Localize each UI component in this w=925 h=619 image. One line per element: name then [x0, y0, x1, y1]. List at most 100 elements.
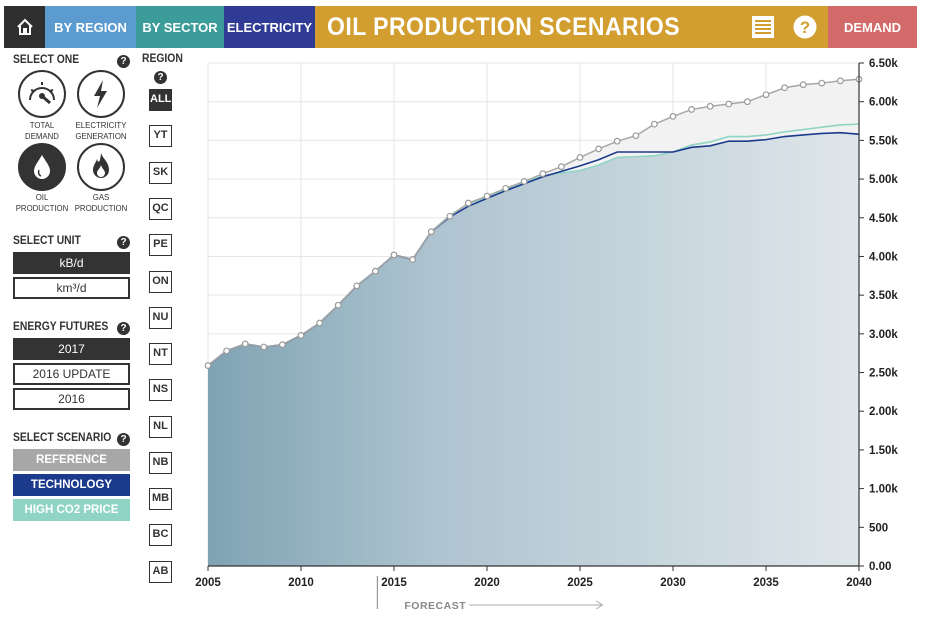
electricity-generation-label: ELECTRICITY GENERATION: [75, 120, 127, 141]
reference-point-2019[interactable]: [465, 199, 472, 207]
reference-point-2014[interactable]: [372, 267, 379, 275]
scenario-high-co2-button[interactable]: HIGH CO2 PRICE: [13, 499, 130, 521]
list-icon[interactable]: [752, 16, 774, 38]
futures-2016-update-button[interactable]: 2016 UPDATE: [13, 363, 130, 385]
reference-point-2029[interactable]: [651, 120, 658, 128]
reference-point-2036[interactable]: [781, 84, 788, 92]
reference-point-2011[interactable]: [316, 319, 324, 327]
y-tick-label: 3.50k: [869, 290, 898, 302]
region-nb-button[interactable]: NB: [149, 452, 172, 474]
electricity-generation-button[interactable]: [77, 70, 125, 118]
by-sector-button[interactable]: BY SECTOR: [136, 6, 224, 48]
total-demand-label: TOTAL DEMAND: [25, 120, 59, 141]
select-one-label: SELECT ONE: [13, 54, 80, 66]
reference-point-2026[interactable]: [595, 145, 602, 153]
select-one-help-icon[interactable]: ?: [117, 55, 130, 68]
production-area: [208, 132, 859, 566]
reference-point-2022[interactable]: [520, 177, 528, 185]
reference-point-2024[interactable]: [558, 163, 565, 171]
gas-production-button[interactable]: [77, 143, 125, 191]
x-tick-label: 2010: [288, 577, 314, 589]
reference-point-2012[interactable]: [334, 301, 342, 309]
reference-point-2013[interactable]: [353, 282, 361, 290]
reference-point-2017[interactable]: [427, 228, 435, 236]
reference-point-2037[interactable]: [799, 81, 807, 89]
reference-point-2025[interactable]: [576, 154, 584, 161]
region-qc-button[interactable]: QC: [149, 198, 172, 220]
region-bc-button[interactable]: BC: [149, 524, 172, 546]
x-tick-label: 2040: [846, 577, 872, 589]
home-button[interactable]: [4, 6, 45, 48]
select-unit-help-icon[interactable]: ?: [117, 236, 130, 249]
y-tick-label: 500: [869, 522, 888, 534]
reference-point-2039[interactable]: [837, 77, 844, 85]
region-ns-button[interactable]: NS: [149, 379, 172, 401]
region-mb-button[interactable]: MB: [149, 488, 172, 510]
help-icon[interactable]: ?: [793, 15, 817, 39]
region-help-icon[interactable]: ?: [154, 71, 167, 84]
x-tick-label: 2030: [660, 577, 686, 589]
top-navigation: BY REGION BY SECTOR ELECTRICITY OIL PROD…: [4, 6, 917, 48]
demand-button[interactable]: DEMAND: [828, 6, 917, 48]
gas-production-label: GAS PRODUCTION: [74, 192, 128, 213]
forecast-label: FORECAST: [404, 600, 466, 612]
unit-km3d-button[interactable]: km³/d: [13, 277, 130, 299]
y-tick-label: 5.00k: [869, 174, 898, 186]
region-on-button[interactable]: ON: [149, 271, 172, 293]
reference-point-2008[interactable]: [260, 343, 268, 351]
region-nl-button[interactable]: NL: [149, 416, 172, 438]
scenario-reference-button[interactable]: REFERENCE: [13, 449, 130, 471]
x-tick-label: 2020: [474, 577, 500, 589]
select-unit-label: SELECT UNIT: [13, 235, 81, 247]
unit-kbd-button[interactable]: kB/d: [13, 252, 130, 274]
reference-point-2007[interactable]: [241, 340, 249, 348]
oil-production-button[interactable]: [18, 143, 66, 191]
reference-point-2020[interactable]: [483, 192, 491, 200]
futures-2016-button[interactable]: 2016: [13, 388, 130, 410]
reference-point-2033[interactable]: [725, 100, 733, 108]
by-region-button[interactable]: BY REGION: [45, 6, 136, 48]
reference-point-2009[interactable]: [279, 341, 286, 349]
x-tick-label: 2005: [195, 577, 221, 589]
select-scenario-label: SELECT SCENARIO: [13, 432, 112, 444]
y-tick-label: 6.00k: [869, 97, 898, 109]
reference-point-2021[interactable]: [502, 184, 510, 192]
reference-point-2010[interactable]: [297, 331, 305, 339]
home-icon: [16, 18, 33, 35]
reference-point-2028[interactable]: [632, 132, 640, 140]
reference-point-2006[interactable]: [223, 347, 231, 355]
reference-point-2031[interactable]: [688, 106, 695, 113]
y-tick-label: 3.00k: [869, 329, 898, 341]
reference-point-2038[interactable]: [818, 79, 826, 87]
region-pe-button[interactable]: PE: [149, 234, 172, 256]
forecast-arrow-head: [596, 600, 604, 610]
oil-production-label: OIL PRODUCTION: [15, 192, 69, 213]
select-scenario-help-icon[interactable]: ?: [117, 433, 130, 446]
reference-point-2035[interactable]: [762, 91, 770, 99]
region-all-button[interactable]: ALL: [149, 89, 172, 111]
reference-point-2027[interactable]: [613, 137, 621, 145]
x-tick-label: 2035: [753, 577, 779, 589]
electricity-button[interactable]: ELECTRICITY: [224, 6, 315, 48]
reference-point-2005[interactable]: [204, 362, 212, 369]
y-tick-label: 0.00: [869, 561, 891, 573]
y-tick-label: 4.50k: [869, 213, 898, 225]
region-nt-button[interactable]: NT: [149, 343, 172, 365]
energy-futures-label: ENERGY FUTURES: [13, 321, 109, 333]
scenario-technology-button[interactable]: TECHNOLOGY: [13, 474, 130, 496]
reference-point-2030[interactable]: [669, 112, 677, 120]
reference-point-2023[interactable]: [539, 170, 547, 178]
total-demand-button[interactable]: [18, 70, 66, 118]
reference-point-2034[interactable]: [744, 98, 751, 106]
region-yt-button[interactable]: YT: [149, 125, 172, 147]
reference-point-2032[interactable]: [706, 102, 714, 110]
reference-point-2018[interactable]: [446, 212, 454, 220]
region-sk-button[interactable]: SK: [149, 162, 172, 184]
region-ab-button[interactable]: AB: [149, 561, 172, 583]
reference-point-2015[interactable]: [390, 251, 398, 259]
reference-point-2016[interactable]: [409, 256, 417, 263]
region-nu-button[interactable]: NU: [149, 307, 172, 329]
futures-2017-button[interactable]: 2017: [13, 338, 130, 360]
region-label: REGION: [142, 53, 183, 65]
energy-futures-help-icon[interactable]: ?: [117, 322, 130, 335]
